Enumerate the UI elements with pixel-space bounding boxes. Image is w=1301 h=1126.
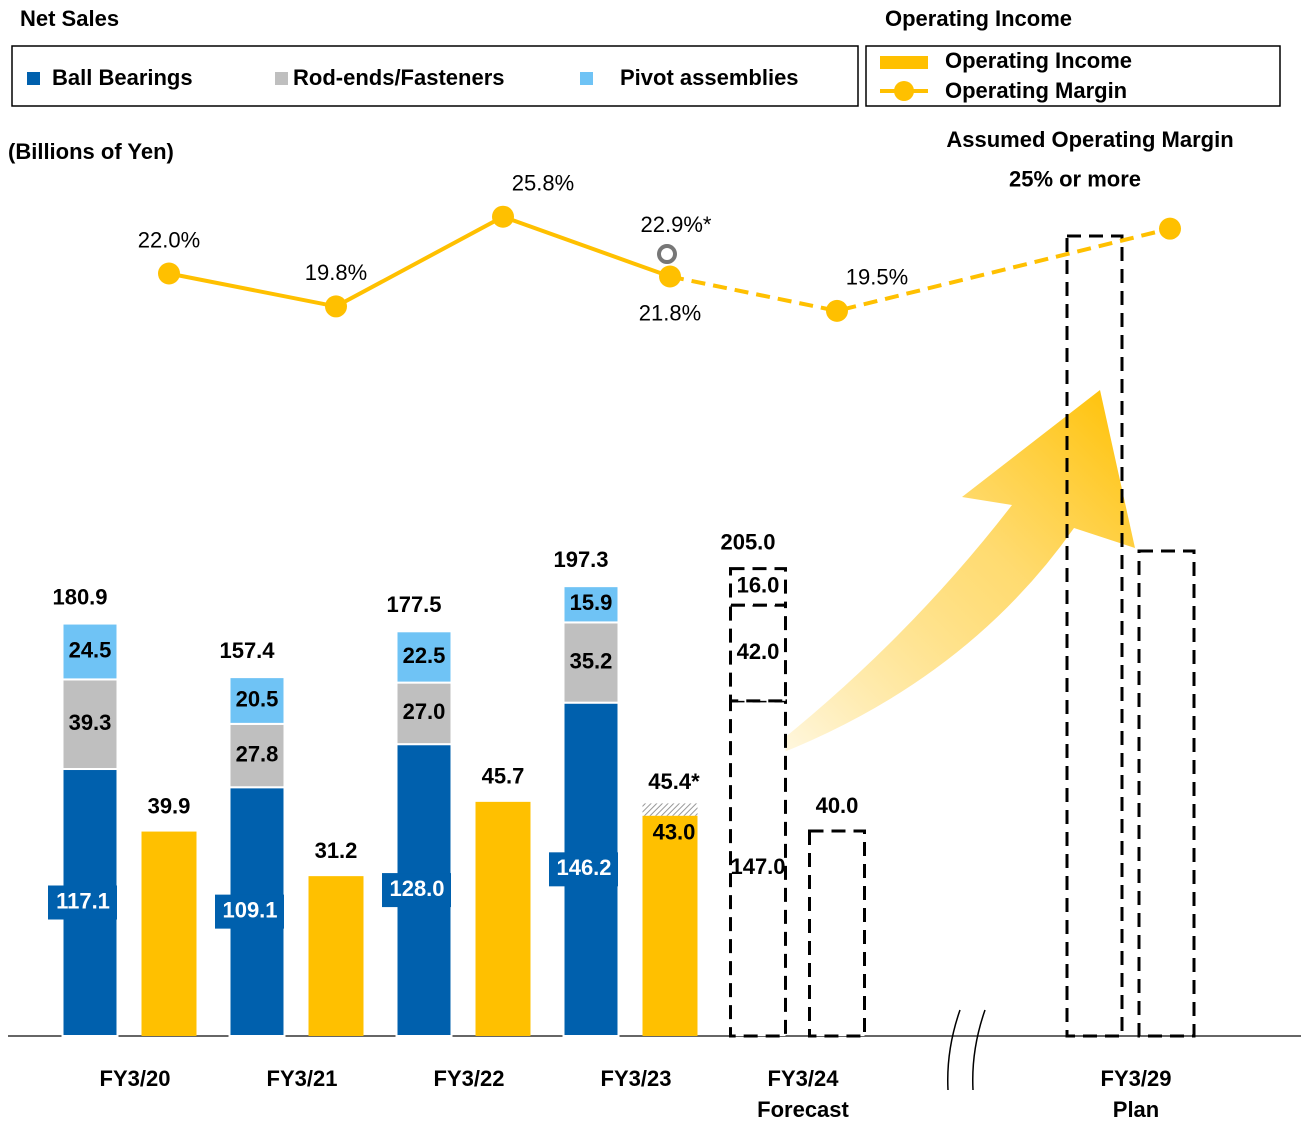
margin-label: 19.8% bbox=[305, 260, 367, 285]
adjusted-margin-label: 22.9%* bbox=[641, 212, 712, 237]
legend-label: Pivot assemblies bbox=[620, 65, 799, 90]
margin-label: 22.0% bbox=[138, 227, 200, 252]
margin-label: 25.8% bbox=[512, 171, 574, 196]
axis-break bbox=[948, 1010, 985, 1090]
plan-box bbox=[1139, 551, 1194, 1036]
legend-swatch bbox=[894, 81, 914, 101]
value-label: 40.0 bbox=[816, 793, 859, 818]
value-label: 27.0 bbox=[403, 699, 446, 724]
margin-point bbox=[659, 265, 681, 287]
value-label: 109.1 bbox=[222, 897, 277, 922]
legend-label: Rod-ends/Fasteners bbox=[293, 65, 505, 90]
x-tick-label: FY3/24 bbox=[768, 1066, 840, 1091]
margin-point bbox=[325, 295, 347, 317]
total-label: 180.9 bbox=[52, 584, 107, 609]
total-label: 205.0 bbox=[720, 529, 775, 554]
value-label: 45.7 bbox=[482, 764, 525, 789]
annotation: Assumed Operating Margin bbox=[946, 127, 1233, 152]
margin-line bbox=[169, 217, 670, 307]
total-label: 197.3 bbox=[553, 547, 608, 572]
value-label: 16.0 bbox=[737, 573, 780, 598]
operating-income-title: Operating Income bbox=[885, 6, 1072, 31]
value-label: 20.5 bbox=[236, 686, 279, 711]
value-label: 31.2 bbox=[315, 838, 358, 863]
total-label: 177.5 bbox=[386, 592, 441, 617]
unit-label: (Billions of Yen) bbox=[8, 139, 174, 164]
margin-label: 21.8% bbox=[639, 300, 701, 325]
legend-swatch bbox=[275, 72, 288, 85]
margin-point bbox=[158, 263, 180, 285]
net-sales-title: Net Sales bbox=[20, 6, 119, 31]
chart: Net Sales Operating Income (Billions of … bbox=[0, 0, 1301, 1126]
adjusted-label: 45.4* bbox=[648, 769, 700, 794]
total-label: 157.4 bbox=[219, 638, 275, 663]
legend-swatch bbox=[880, 56, 928, 69]
value-label: 43.0 bbox=[653, 819, 696, 844]
value-label: 146.2 bbox=[556, 855, 611, 880]
margin-point bbox=[492, 206, 514, 228]
operating-income-bar bbox=[309, 876, 364, 1036]
margin-point bbox=[826, 300, 848, 322]
value-label: 39.9 bbox=[148, 793, 191, 818]
value-label: 42.0 bbox=[737, 639, 780, 664]
value-label: 35.2 bbox=[570, 648, 613, 673]
margin-label: 19.5% bbox=[846, 265, 908, 290]
x-tick-label: FY3/23 bbox=[601, 1066, 672, 1091]
growth-arrow bbox=[750, 390, 1135, 765]
margin-point bbox=[1159, 218, 1181, 240]
adjusted-margin-point bbox=[659, 246, 675, 262]
value-label: 147.0 bbox=[730, 854, 785, 879]
value-label: 24.5 bbox=[69, 637, 112, 662]
value-label: 15.9 bbox=[570, 590, 613, 615]
margin-line bbox=[670, 229, 1170, 311]
x-tick-sublabel: Plan bbox=[1113, 1097, 1159, 1122]
margin-label: 25% or more bbox=[1009, 166, 1141, 191]
operating-income-bar bbox=[142, 832, 197, 1036]
operating-income-bar bbox=[810, 831, 865, 1036]
x-tick-label: FY3/20 bbox=[100, 1066, 171, 1091]
legend-label: Operating Income bbox=[945, 48, 1132, 73]
x-tick-label: FY3/29 bbox=[1101, 1066, 1172, 1091]
legend-label: Operating Margin bbox=[945, 78, 1127, 103]
legend-label: Ball Bearings bbox=[52, 65, 193, 90]
legend-swatch bbox=[580, 72, 593, 85]
x-tick-label: FY3/22 bbox=[434, 1066, 505, 1091]
operating-income-bar bbox=[643, 816, 698, 1036]
value-label: 22.5 bbox=[403, 643, 446, 668]
plan-box bbox=[1067, 236, 1122, 1036]
adjusted-segment bbox=[643, 803, 698, 815]
operating-income-bar bbox=[476, 802, 531, 1036]
value-label: 117.1 bbox=[56, 888, 110, 913]
value-label: 27.8 bbox=[236, 741, 279, 766]
x-tick-label: FY3/21 bbox=[267, 1066, 338, 1091]
value-label: 39.3 bbox=[69, 710, 112, 735]
x-tick-sublabel: Forecast bbox=[757, 1097, 849, 1122]
value-label: 128.0 bbox=[389, 876, 444, 901]
legend-swatch bbox=[27, 72, 40, 85]
